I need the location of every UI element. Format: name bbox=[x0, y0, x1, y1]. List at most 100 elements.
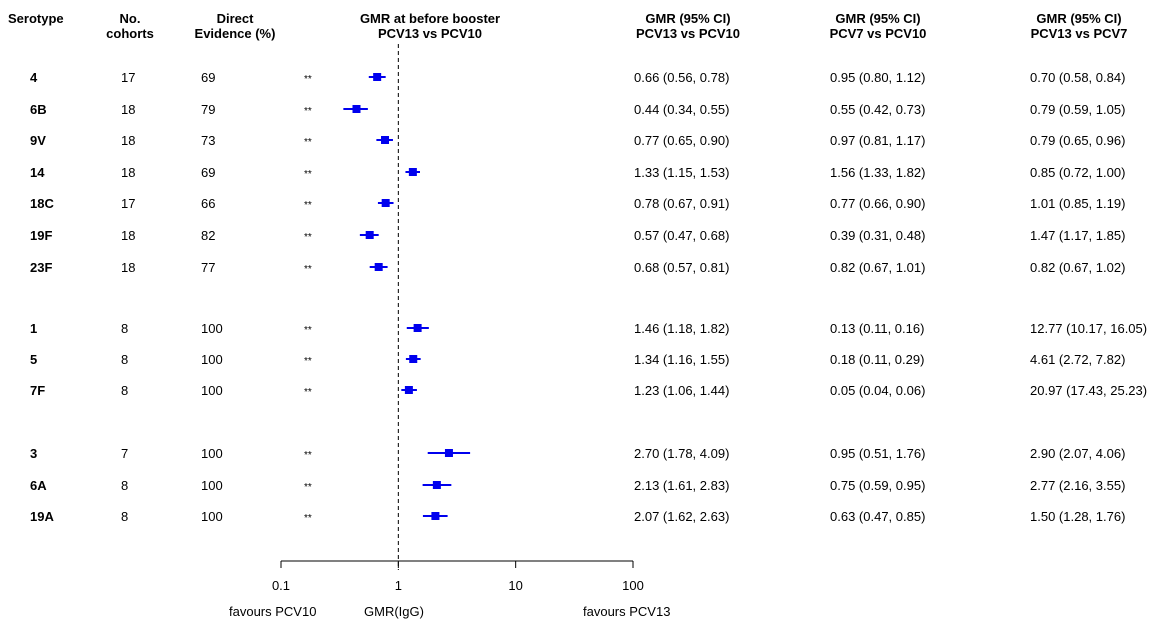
ci-pcv7-vs-pcv10: 1.56 (1.33, 1.82) bbox=[830, 165, 926, 180]
significance-marker: ** bbox=[304, 387, 312, 398]
ci-pcv13-vs-pcv10: 0.77 (0.65, 0.90) bbox=[634, 133, 730, 148]
ci-pcv13-vs-pcv7: 12.77 (10.17, 16.05) bbox=[1030, 321, 1148, 336]
cohorts-value: 17 bbox=[121, 196, 136, 211]
cohorts-value: 17 bbox=[121, 70, 136, 85]
cohorts-value: 8 bbox=[121, 321, 129, 336]
serotype-label: 9V bbox=[30, 133, 46, 148]
header-evidence-line1: Direct bbox=[216, 11, 254, 26]
header-ci3-line2: PCV13 vs PCV7 bbox=[1030, 26, 1128, 41]
significance-marker: ** bbox=[304, 200, 312, 211]
serotype-label: 1 bbox=[30, 321, 38, 336]
header-plot-line1: GMR at before booster bbox=[359, 11, 501, 26]
x-axis-label: GMR(IgG) bbox=[364, 604, 424, 619]
favours-left-label: favours PCV10 bbox=[229, 604, 317, 619]
significance-marker: ** bbox=[304, 106, 312, 117]
ci-pcv13-vs-pcv7: 0.79 (0.59, 1.05) bbox=[1030, 102, 1126, 117]
ci-pcv7-vs-pcv10: 0.82 (0.67, 1.01) bbox=[830, 260, 926, 275]
header-ci1-line1: GMR (95% CI) bbox=[645, 11, 731, 26]
cohorts-value: 18 bbox=[121, 133, 136, 148]
significance-marker: ** bbox=[304, 232, 312, 243]
cohorts-value: 8 bbox=[121, 478, 129, 493]
ci-pcv13-vs-pcv10: 1.23 (1.06, 1.44) bbox=[634, 383, 730, 398]
cohorts-value: 18 bbox=[121, 260, 136, 275]
ci-pcv13-vs-pcv10: 1.46 (1.18, 1.82) bbox=[634, 321, 730, 336]
ci-pcv13-vs-pcv7: 0.82 (0.67, 1.02) bbox=[1030, 260, 1126, 275]
serotype-label: 6A bbox=[30, 478, 47, 493]
ci-pcv13-vs-pcv10: 2.13 (1.61, 2.83) bbox=[634, 478, 730, 493]
header-serotype: Serotype bbox=[8, 11, 64, 26]
x-tick-label: 10 bbox=[508, 578, 523, 593]
header-plot-line2: PCV13 vs PCV10 bbox=[377, 26, 483, 41]
ci-pcv7-vs-pcv10: 0.13 (0.11, 0.16) bbox=[830, 321, 925, 336]
ci-pcv7-vs-pcv10: 0.75 (0.59, 0.95) bbox=[830, 478, 926, 493]
ci-pcv7-vs-pcv10: 0.18 (0.11, 0.29) bbox=[830, 352, 925, 367]
point-estimate-marker bbox=[373, 73, 382, 81]
evidence-value: 100 bbox=[201, 352, 223, 367]
serotype-label: 3 bbox=[30, 446, 38, 461]
point-estimate-marker bbox=[409, 355, 418, 363]
ci-pcv13-vs-pcv7: 0.79 (0.65, 0.96) bbox=[1030, 133, 1126, 148]
evidence-value: 66 bbox=[201, 196, 216, 211]
significance-marker: ** bbox=[304, 264, 312, 275]
header-cohorts-line2: cohorts bbox=[106, 26, 154, 41]
cohorts-value: 18 bbox=[121, 102, 136, 117]
serotype-label: 23F bbox=[30, 260, 53, 275]
x-tick-label: 1 bbox=[394, 578, 402, 593]
x-tick-label: 100 bbox=[622, 578, 644, 593]
ci-pcv13-vs-pcv7: 20.97 (17.43, 25.23) bbox=[1030, 383, 1148, 398]
ci-pcv13-vs-pcv7: 1.50 (1.28, 1.76) bbox=[1030, 509, 1126, 524]
header-ci3-line1: GMR (95% CI) bbox=[1036, 11, 1122, 26]
cohorts-value: 7 bbox=[121, 446, 129, 461]
ci-pcv13-vs-pcv7: 0.70 (0.58, 0.84) bbox=[1030, 70, 1126, 85]
ci-pcv13-vs-pcv7: 1.47 (1.17, 1.85) bbox=[1030, 228, 1126, 243]
significance-marker: ** bbox=[304, 169, 312, 180]
serotype-label: 18C bbox=[30, 196, 54, 211]
cohorts-value: 8 bbox=[121, 509, 129, 524]
point-estimate-marker bbox=[381, 199, 390, 207]
point-estimate-marker bbox=[381, 136, 390, 144]
serotype-label: 19F bbox=[30, 228, 53, 243]
evidence-value: 82 bbox=[201, 228, 216, 243]
evidence-value: 100 bbox=[201, 446, 223, 461]
ci-pcv13-vs-pcv7: 1.01 (0.85, 1.19) bbox=[1030, 196, 1126, 211]
ci-pcv13-vs-pcv10: 0.44 (0.34, 0.55) bbox=[634, 102, 730, 117]
serotype-label: 5 bbox=[30, 352, 38, 367]
significance-marker: ** bbox=[304, 450, 312, 461]
ci-pcv13-vs-pcv7: 0.85 (0.72, 1.00) bbox=[1030, 165, 1126, 180]
point-estimate-marker bbox=[413, 324, 422, 332]
ci-pcv13-vs-pcv10: 0.57 (0.47, 0.68) bbox=[634, 228, 730, 243]
ci-pcv7-vs-pcv10: 0.39 (0.31, 0.48) bbox=[830, 228, 926, 243]
significance-marker: ** bbox=[304, 356, 312, 367]
ci-pcv13-vs-pcv10: 2.07 (1.62, 2.63) bbox=[634, 509, 730, 524]
serotype-label: 7F bbox=[30, 383, 46, 398]
ci-pcv13-vs-pcv7: 4.61 (2.72, 7.82) bbox=[1030, 352, 1126, 367]
cohorts-value: 8 bbox=[121, 383, 129, 398]
ci-pcv13-vs-pcv7: 2.77 (2.16, 3.55) bbox=[1030, 478, 1126, 493]
evidence-value: 100 bbox=[201, 321, 223, 336]
header-cohorts-line1: No. bbox=[119, 11, 141, 26]
header-ci1-line2: PCV13 vs PCV10 bbox=[635, 26, 741, 41]
significance-marker: ** bbox=[304, 325, 312, 336]
evidence-value: 69 bbox=[201, 165, 216, 180]
evidence-value: 69 bbox=[201, 70, 216, 85]
header-ci2-line1: GMR (95% CI) bbox=[835, 11, 921, 26]
evidence-value: 100 bbox=[201, 478, 223, 493]
serotype-label: 4 bbox=[30, 70, 38, 85]
ci-pcv13-vs-pcv7: 2.90 (2.07, 4.06) bbox=[1030, 446, 1126, 461]
evidence-value: 100 bbox=[201, 509, 223, 524]
ci-pcv7-vs-pcv10: 0.95 (0.51, 1.76) bbox=[830, 446, 926, 461]
ci-pcv7-vs-pcv10: 0.77 (0.66, 0.90) bbox=[830, 196, 926, 211]
evidence-value: 73 bbox=[201, 133, 216, 148]
ci-pcv13-vs-pcv10: 0.78 (0.67, 0.91) bbox=[634, 196, 730, 211]
ci-pcv13-vs-pcv10: 2.70 (1.78, 4.09) bbox=[634, 446, 730, 461]
point-estimate-marker bbox=[365, 231, 374, 239]
x-tick-label: 0.1 bbox=[271, 578, 291, 593]
significance-marker: ** bbox=[304, 74, 312, 85]
ci-pcv7-vs-pcv10: 0.55 (0.42, 0.73) bbox=[830, 102, 926, 117]
ci-pcv13-vs-pcv10: 0.66 (0.56, 0.78) bbox=[634, 70, 730, 85]
ci-pcv7-vs-pcv10: 0.05 (0.04, 0.06) bbox=[830, 383, 926, 398]
ci-pcv7-vs-pcv10: 0.95 (0.80, 1.12) bbox=[830, 70, 926, 85]
ci-pcv13-vs-pcv10: 0.68 (0.57, 0.81) bbox=[634, 260, 730, 275]
